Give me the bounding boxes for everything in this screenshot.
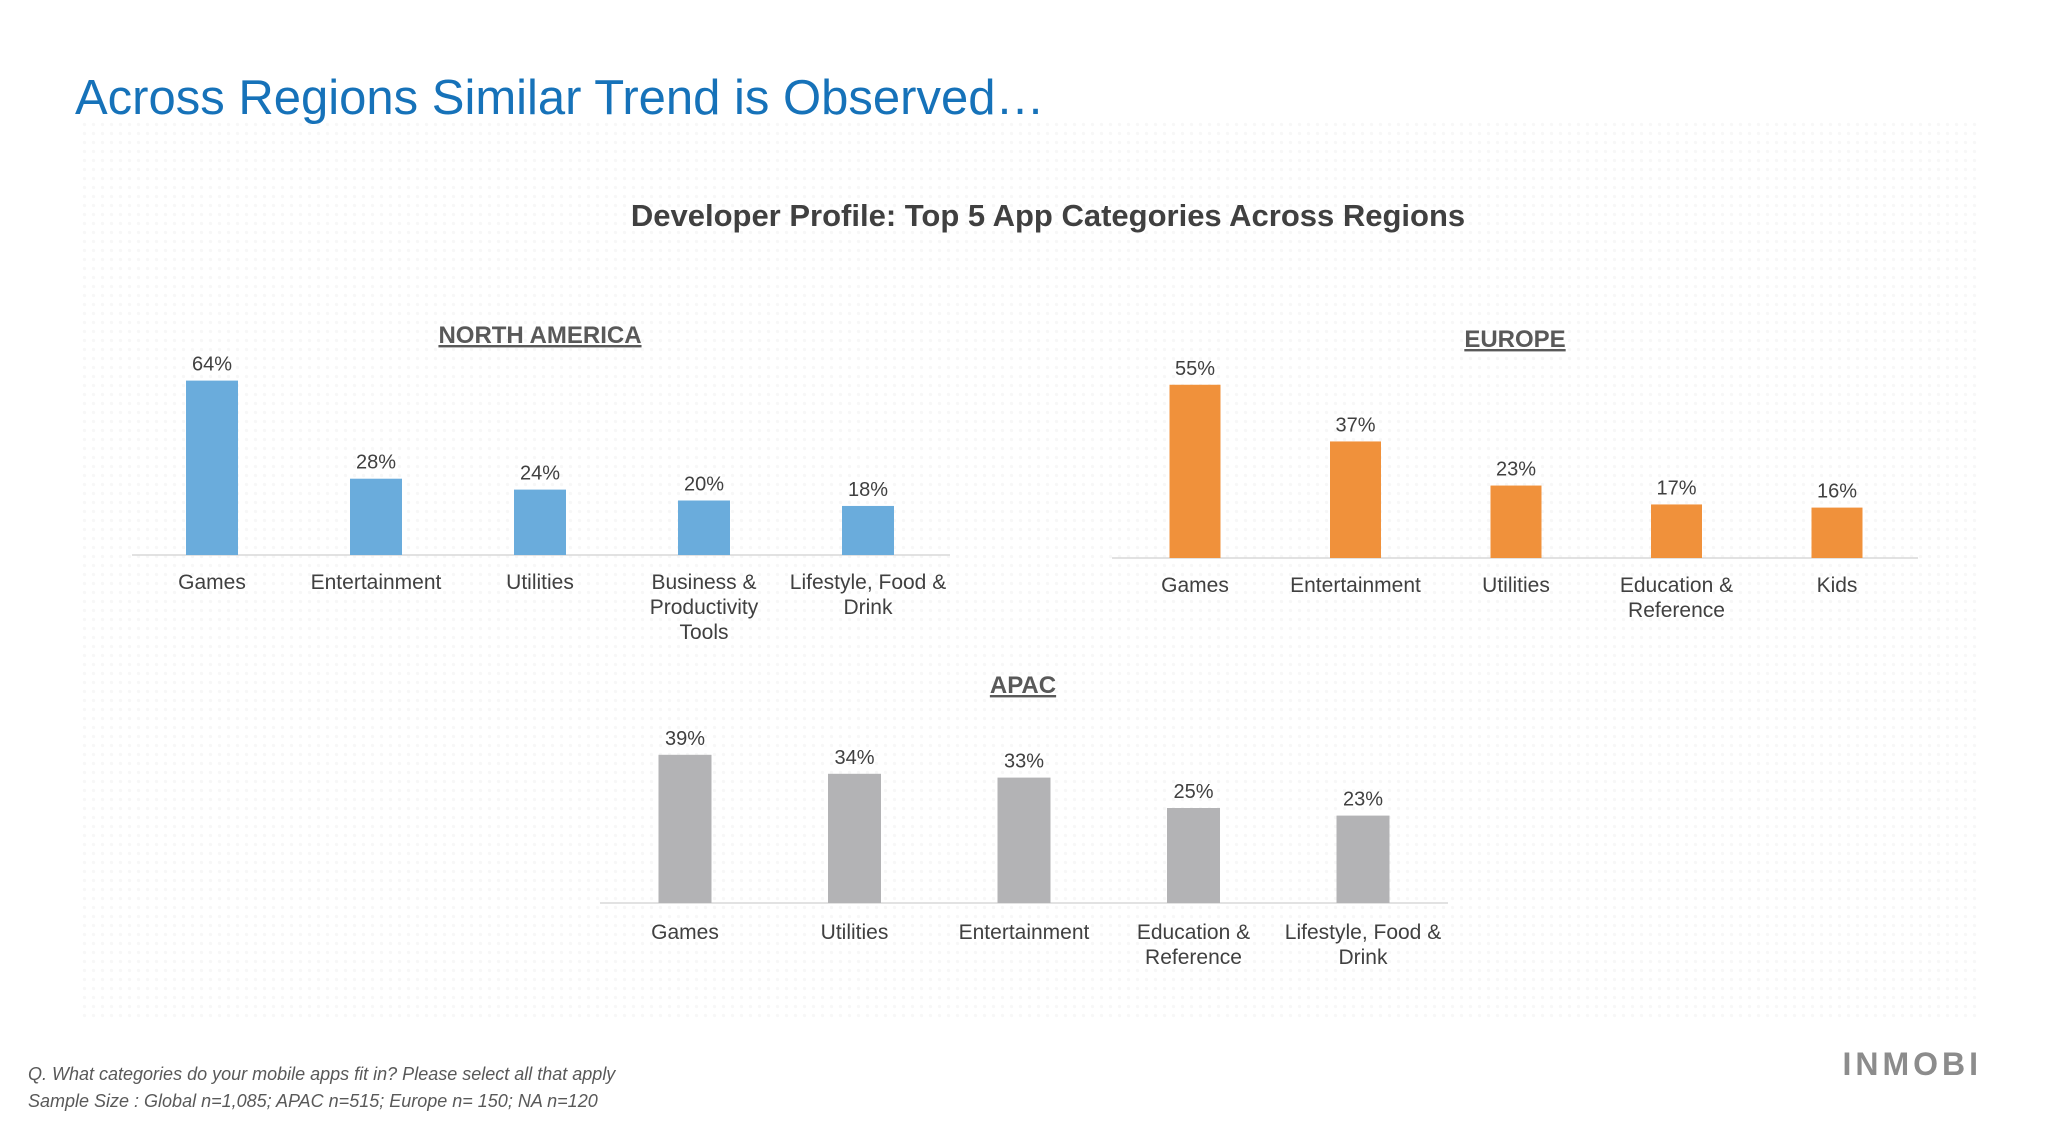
- europe-bar: [1169, 384, 1221, 558]
- europe-value-label: 37%: [1335, 414, 1375, 436]
- north-america-bar: [186, 380, 238, 555]
- apac-title: APAC: [990, 672, 1056, 699]
- apac-value-label: 34%: [834, 747, 874, 769]
- europe-bar: [1811, 507, 1863, 558]
- north-america-bar: [350, 478, 402, 555]
- apac-value-label: 23%: [1343, 789, 1383, 811]
- inmobi-logo: INMOBI: [1842, 1046, 1982, 1082]
- north-america-category-label: Lifestyle, Food & Drink: [790, 571, 946, 619]
- north-america-category-label: Business & Productivity Tools: [650, 571, 759, 644]
- apac-bar: [997, 777, 1051, 903]
- apac-bar: [828, 773, 881, 903]
- apac-category-label: Utilities: [821, 921, 889, 944]
- apac-category-label: Lifestyle, Food & Drink: [1285, 921, 1441, 969]
- north-america-bar: [514, 489, 566, 555]
- apac-value-label: 39%: [665, 728, 705, 750]
- north-america-chart: NORTH AMERICA 64% Games 28% Entertainment 24%…: [132, 322, 950, 644]
- footnote-question: Q. What categories do your mobile apps f…: [28, 1064, 616, 1084]
- north-america-category-label: Utilities: [506, 571, 574, 594]
- europe-title: EUROPE: [1464, 326, 1565, 353]
- north-america-value-label: 28%: [356, 452, 396, 474]
- europe-bar: [1651, 504, 1702, 558]
- europe-bar: [1490, 485, 1542, 558]
- north-america-value-label: 24%: [520, 463, 560, 485]
- north-america-value-label: 18%: [848, 479, 888, 501]
- europe-value-label: 17%: [1656, 477, 1696, 499]
- chart-title: Developer Profile: Top 5 App Categories …: [630, 198, 1466, 233]
- europe-category-label: Games: [1161, 574, 1229, 597]
- footnote-sample-size: Sample Size : Global n=1,085; APAC n=515…: [28, 1091, 598, 1111]
- apac-bar: [1167, 808, 1220, 903]
- europe-chart: EUROPE 55% Games 37% Entertainment 23% Utiliti…: [1112, 326, 1918, 622]
- apac-value-label: 33%: [1004, 751, 1044, 773]
- europe-category-label: Education & Reference: [1620, 574, 1733, 622]
- apac-bar: [1336, 815, 1390, 903]
- europe-category-label: Utilities: [1482, 574, 1550, 597]
- europe-value-label: 23%: [1496, 459, 1536, 481]
- apac-category-label: Entertainment: [959, 921, 1090, 944]
- north-america-bar: [842, 505, 894, 555]
- apac-chart: APAC 39% Games 34% Utilities 33% Entertainment…: [600, 672, 1448, 969]
- apac-value-label: 25%: [1173, 781, 1213, 803]
- north-america-category-label: Entertainment: [311, 571, 442, 594]
- north-america-bar: [678, 500, 730, 555]
- north-america-value-label: 64%: [192, 354, 232, 376]
- north-america-category-label: Games: [178, 571, 246, 594]
- europe-value-label: 55%: [1175, 358, 1215, 380]
- apac-bar: [658, 754, 712, 903]
- europe-category-label: Entertainment: [1290, 574, 1421, 597]
- north-america-title: NORTH AMERICA: [438, 322, 641, 349]
- slide-title: Across Regions Similar Trend is Observed…: [75, 71, 1045, 125]
- north-america-value-label: 20%: [684, 474, 724, 496]
- apac-category-label: Games: [651, 921, 719, 944]
- apac-category-label: Education & Reference: [1137, 921, 1250, 969]
- europe-value-label: 16%: [1817, 481, 1857, 503]
- europe-category-label: Kids: [1817, 574, 1858, 597]
- europe-bar: [1330, 441, 1381, 558]
